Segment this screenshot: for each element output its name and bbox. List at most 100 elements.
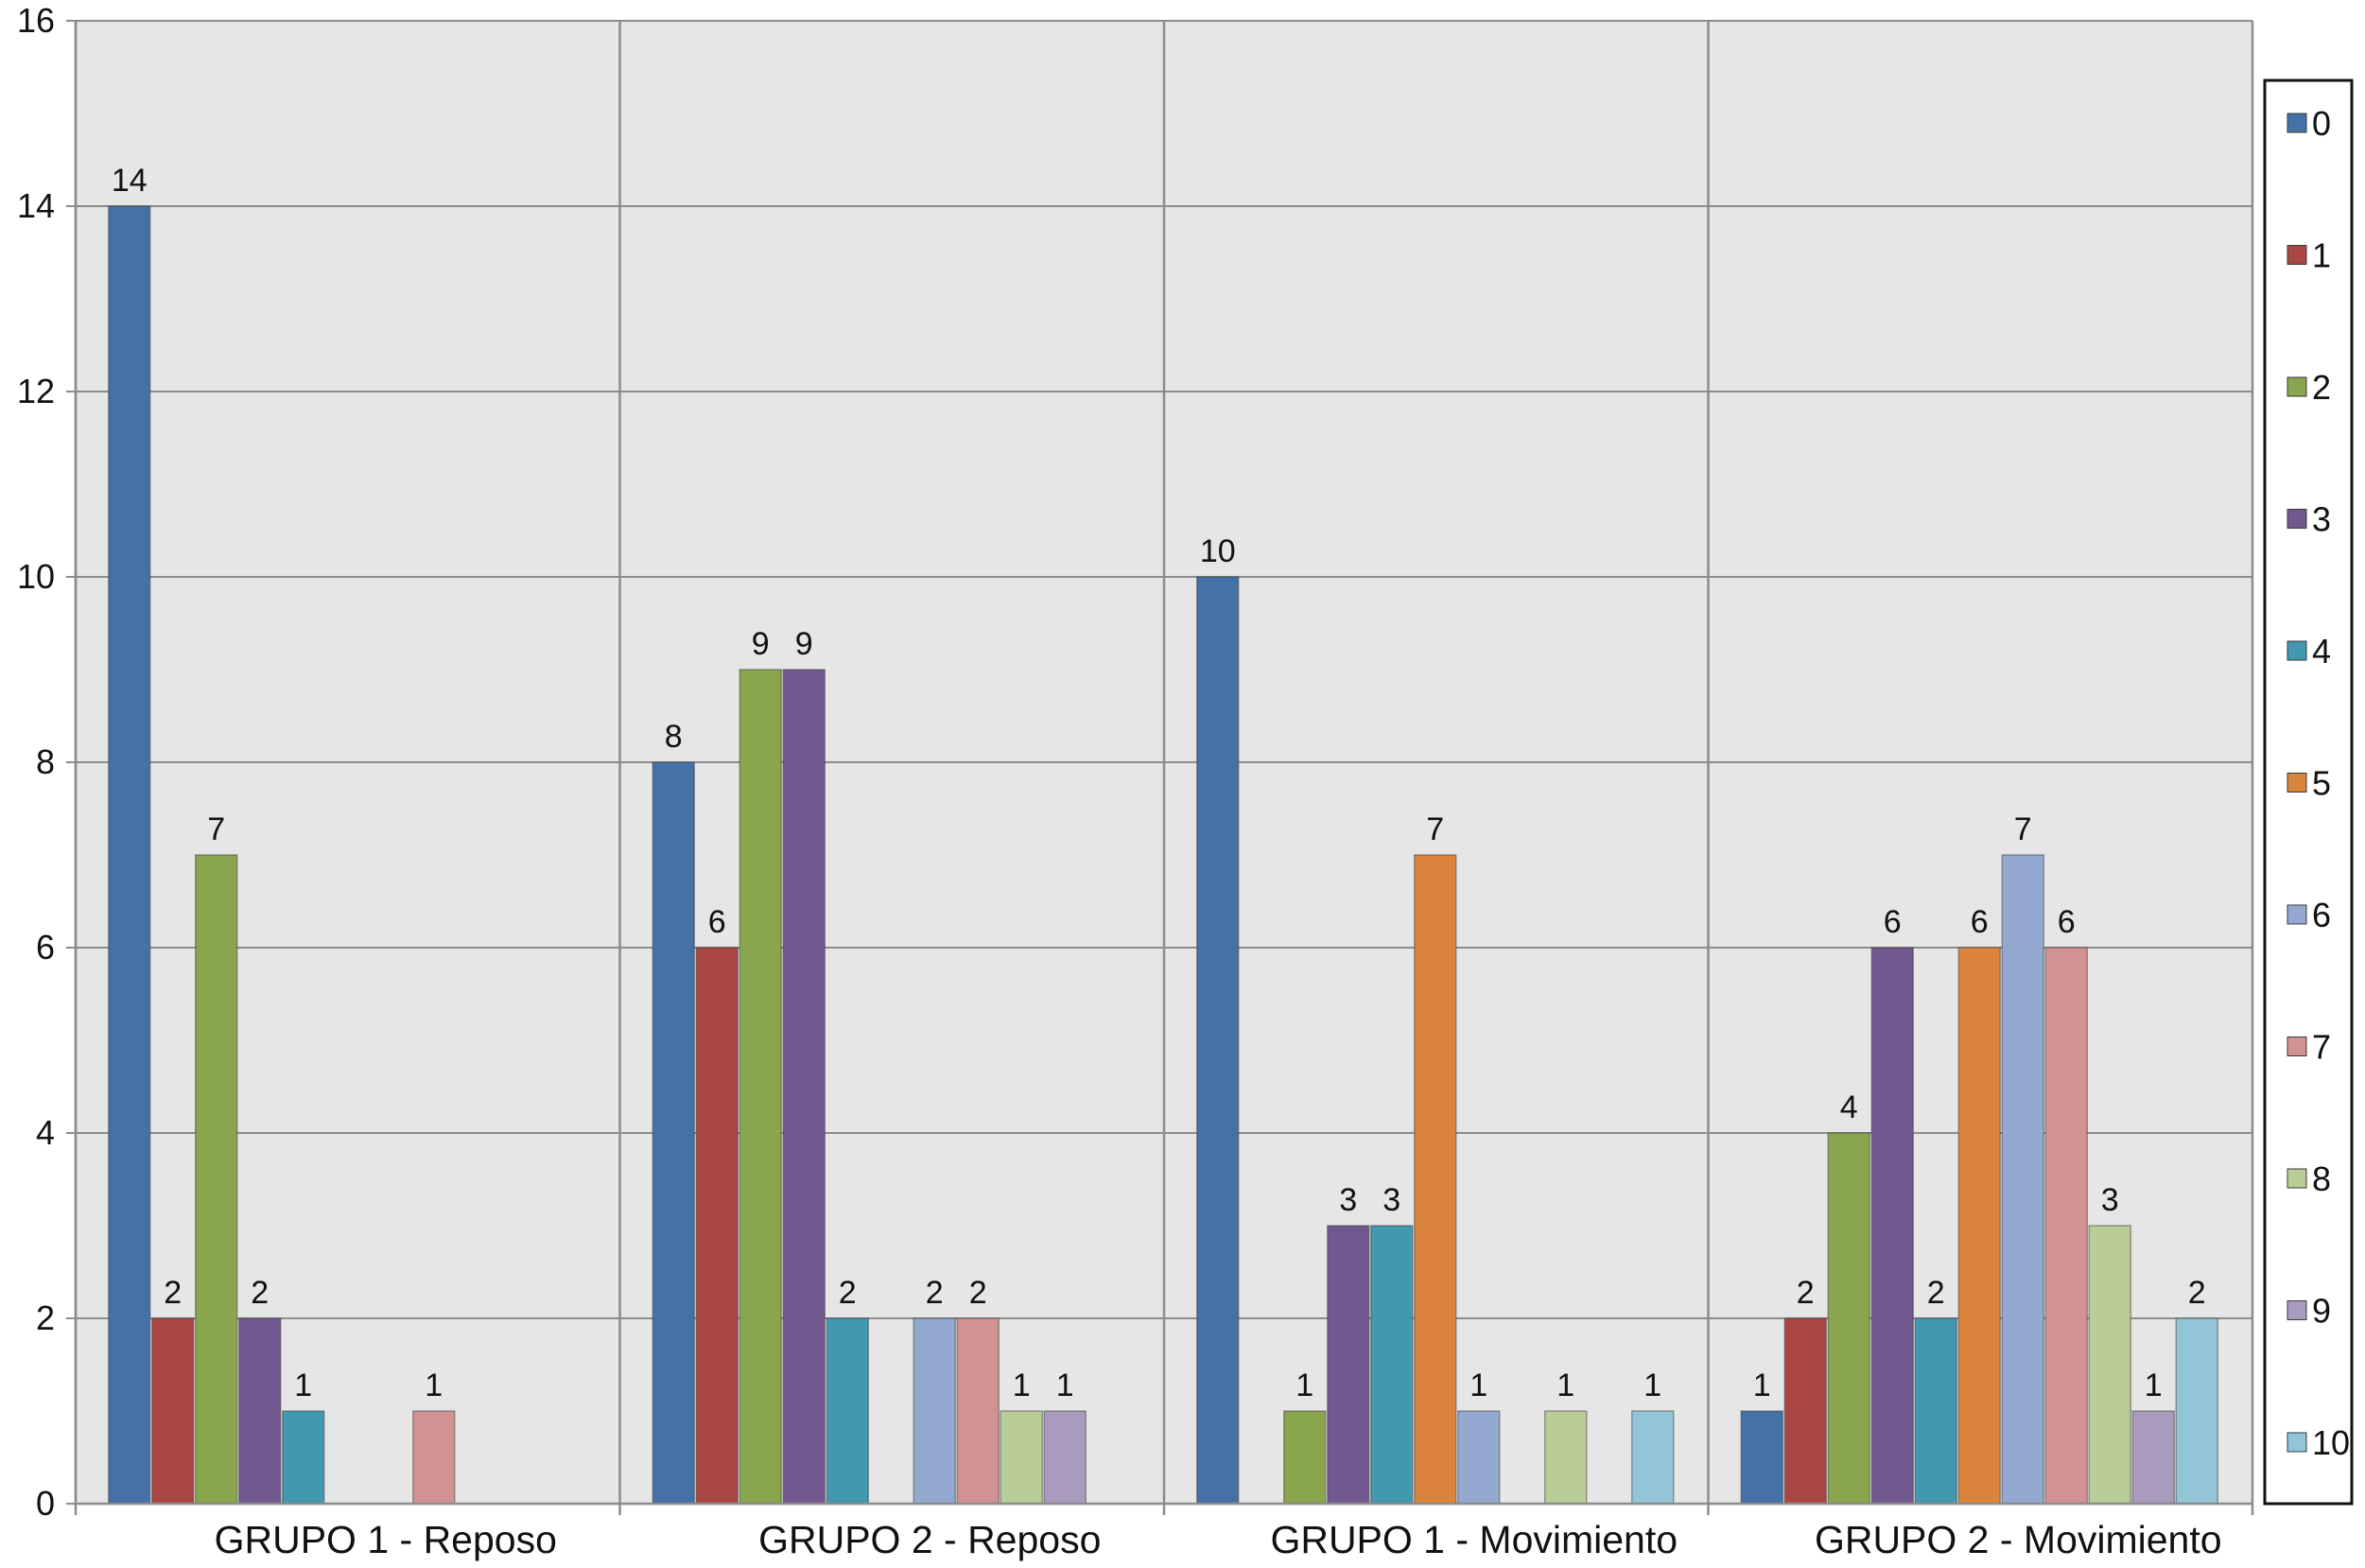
legend-label: 3 <box>2312 500 2331 539</box>
category-label: GRUPO 2 - Reposo <box>758 1518 1101 1561</box>
data-label: 1 <box>1643 1368 1661 1403</box>
bar <box>1414 854 1457 1505</box>
legend-swatch <box>2287 1037 2307 1056</box>
data-label: 2 <box>251 1275 269 1311</box>
data-label: 6 <box>1884 904 1902 940</box>
bar <box>1000 1410 1043 1505</box>
y-tick-label: 10 <box>17 557 55 596</box>
data-label: 9 <box>795 626 813 662</box>
bar <box>2131 1410 2175 1505</box>
data-label: 1 <box>2145 1368 2163 1403</box>
bar <box>739 669 782 1505</box>
data-label: 1 <box>294 1368 312 1403</box>
y-tick-label: 6 <box>36 928 55 967</box>
data-label: 1 <box>1556 1368 1574 1403</box>
legend-swatch <box>2287 245 2307 265</box>
data-label: 3 <box>1382 1182 1400 1218</box>
data-label: 2 <box>2188 1275 2206 1311</box>
bar <box>2044 947 2088 1505</box>
legend-swatch <box>2287 113 2307 133</box>
bar <box>652 761 695 1505</box>
data-label: 2 <box>969 1275 987 1311</box>
bar <box>2088 1225 2131 1505</box>
bar <box>1827 1132 1870 1505</box>
y-tick-label: 4 <box>36 1113 55 1152</box>
data-label: 9 <box>752 626 770 662</box>
legend-swatch <box>2287 1168 2307 1189</box>
bar <box>1283 1410 1327 1505</box>
legend-box <box>2263 78 2354 1506</box>
legend-swatch <box>2287 640 2307 661</box>
data-label: 2 <box>926 1275 944 1311</box>
data-label: 3 <box>1339 1182 1357 1218</box>
legend-swatch <box>2287 376 2307 397</box>
legend: 0 1 2 3 4 5 6 7 8 9 10 <box>2263 78 2354 1506</box>
data-label: 2 <box>839 1275 857 1311</box>
data-label: 1 <box>1469 1368 1487 1403</box>
data-label: 7 <box>2014 811 2032 847</box>
legend-label: 10 <box>2312 1423 2350 1462</box>
legend-swatch <box>2287 509 2307 529</box>
legend-swatch <box>2287 1300 2307 1320</box>
legend-label: 5 <box>2312 764 2331 803</box>
y-tick-label: 16 <box>17 1 55 40</box>
bar <box>195 854 238 1505</box>
bar <box>826 1317 869 1505</box>
category-label: GRUPO 1 - Movimiento <box>1270 1518 1678 1561</box>
bar <box>1457 1410 1501 1505</box>
bar <box>1043 1410 1087 1505</box>
bar <box>1544 1410 1588 1505</box>
bar <box>695 947 739 1505</box>
bar <box>1196 576 1240 1505</box>
data-label: 8 <box>665 719 683 755</box>
bars <box>108 205 2218 1505</box>
bar <box>1783 1317 1827 1505</box>
category-label: GRUPO 1 - Reposo <box>215 1518 557 1561</box>
bar <box>2001 854 2044 1505</box>
legend-swatch <box>2287 1432 2307 1453</box>
data-label: 2 <box>164 1275 182 1311</box>
bar <box>412 1410 456 1505</box>
bar <box>1914 1317 1957 1505</box>
data-label: 4 <box>1840 1089 1858 1125</box>
data-label: 6 <box>1971 904 1989 940</box>
bar <box>913 1317 956 1505</box>
legend-label: 6 <box>2312 896 2331 934</box>
data-label: 1 <box>1013 1368 1031 1403</box>
data-label: 3 <box>2101 1182 2119 1218</box>
legend-label: 0 <box>2312 104 2331 143</box>
data-label: 7 <box>207 811 225 847</box>
legend-label: 8 <box>2312 1159 2331 1198</box>
y-tick-label: 0 <box>36 1484 55 1523</box>
legend-label: 9 <box>2312 1292 2331 1331</box>
legend-swatch <box>2287 904 2307 925</box>
bar <box>238 1317 282 1505</box>
y-tick-label: 8 <box>36 742 55 781</box>
bar <box>151 1317 195 1505</box>
bar <box>2175 1317 2218 1505</box>
legend-label: 4 <box>2312 632 2331 671</box>
bar <box>956 1317 1000 1505</box>
bar <box>108 205 151 1505</box>
data-label: 2 <box>1927 1275 1945 1311</box>
data-label: 7 <box>1426 811 1444 847</box>
data-label: 1 <box>1056 1368 1074 1403</box>
category-label: GRUPO 2 - Movimiento <box>1815 1518 2222 1561</box>
bar <box>1327 1225 1370 1505</box>
bar <box>1631 1410 1675 1505</box>
data-label: 14 <box>112 163 148 199</box>
bar <box>1870 947 1914 1505</box>
y-tick-label: 2 <box>36 1298 55 1337</box>
data-label: 6 <box>2058 904 2076 940</box>
bar <box>782 669 826 1505</box>
y-tick-label: 14 <box>17 186 55 225</box>
bar <box>1957 947 2001 1505</box>
legend-label: 2 <box>2312 368 2331 407</box>
data-label: 6 <box>708 904 726 940</box>
bar <box>282 1410 325 1505</box>
bar <box>1370 1225 1414 1505</box>
legend-label: 1 <box>2312 236 2331 275</box>
